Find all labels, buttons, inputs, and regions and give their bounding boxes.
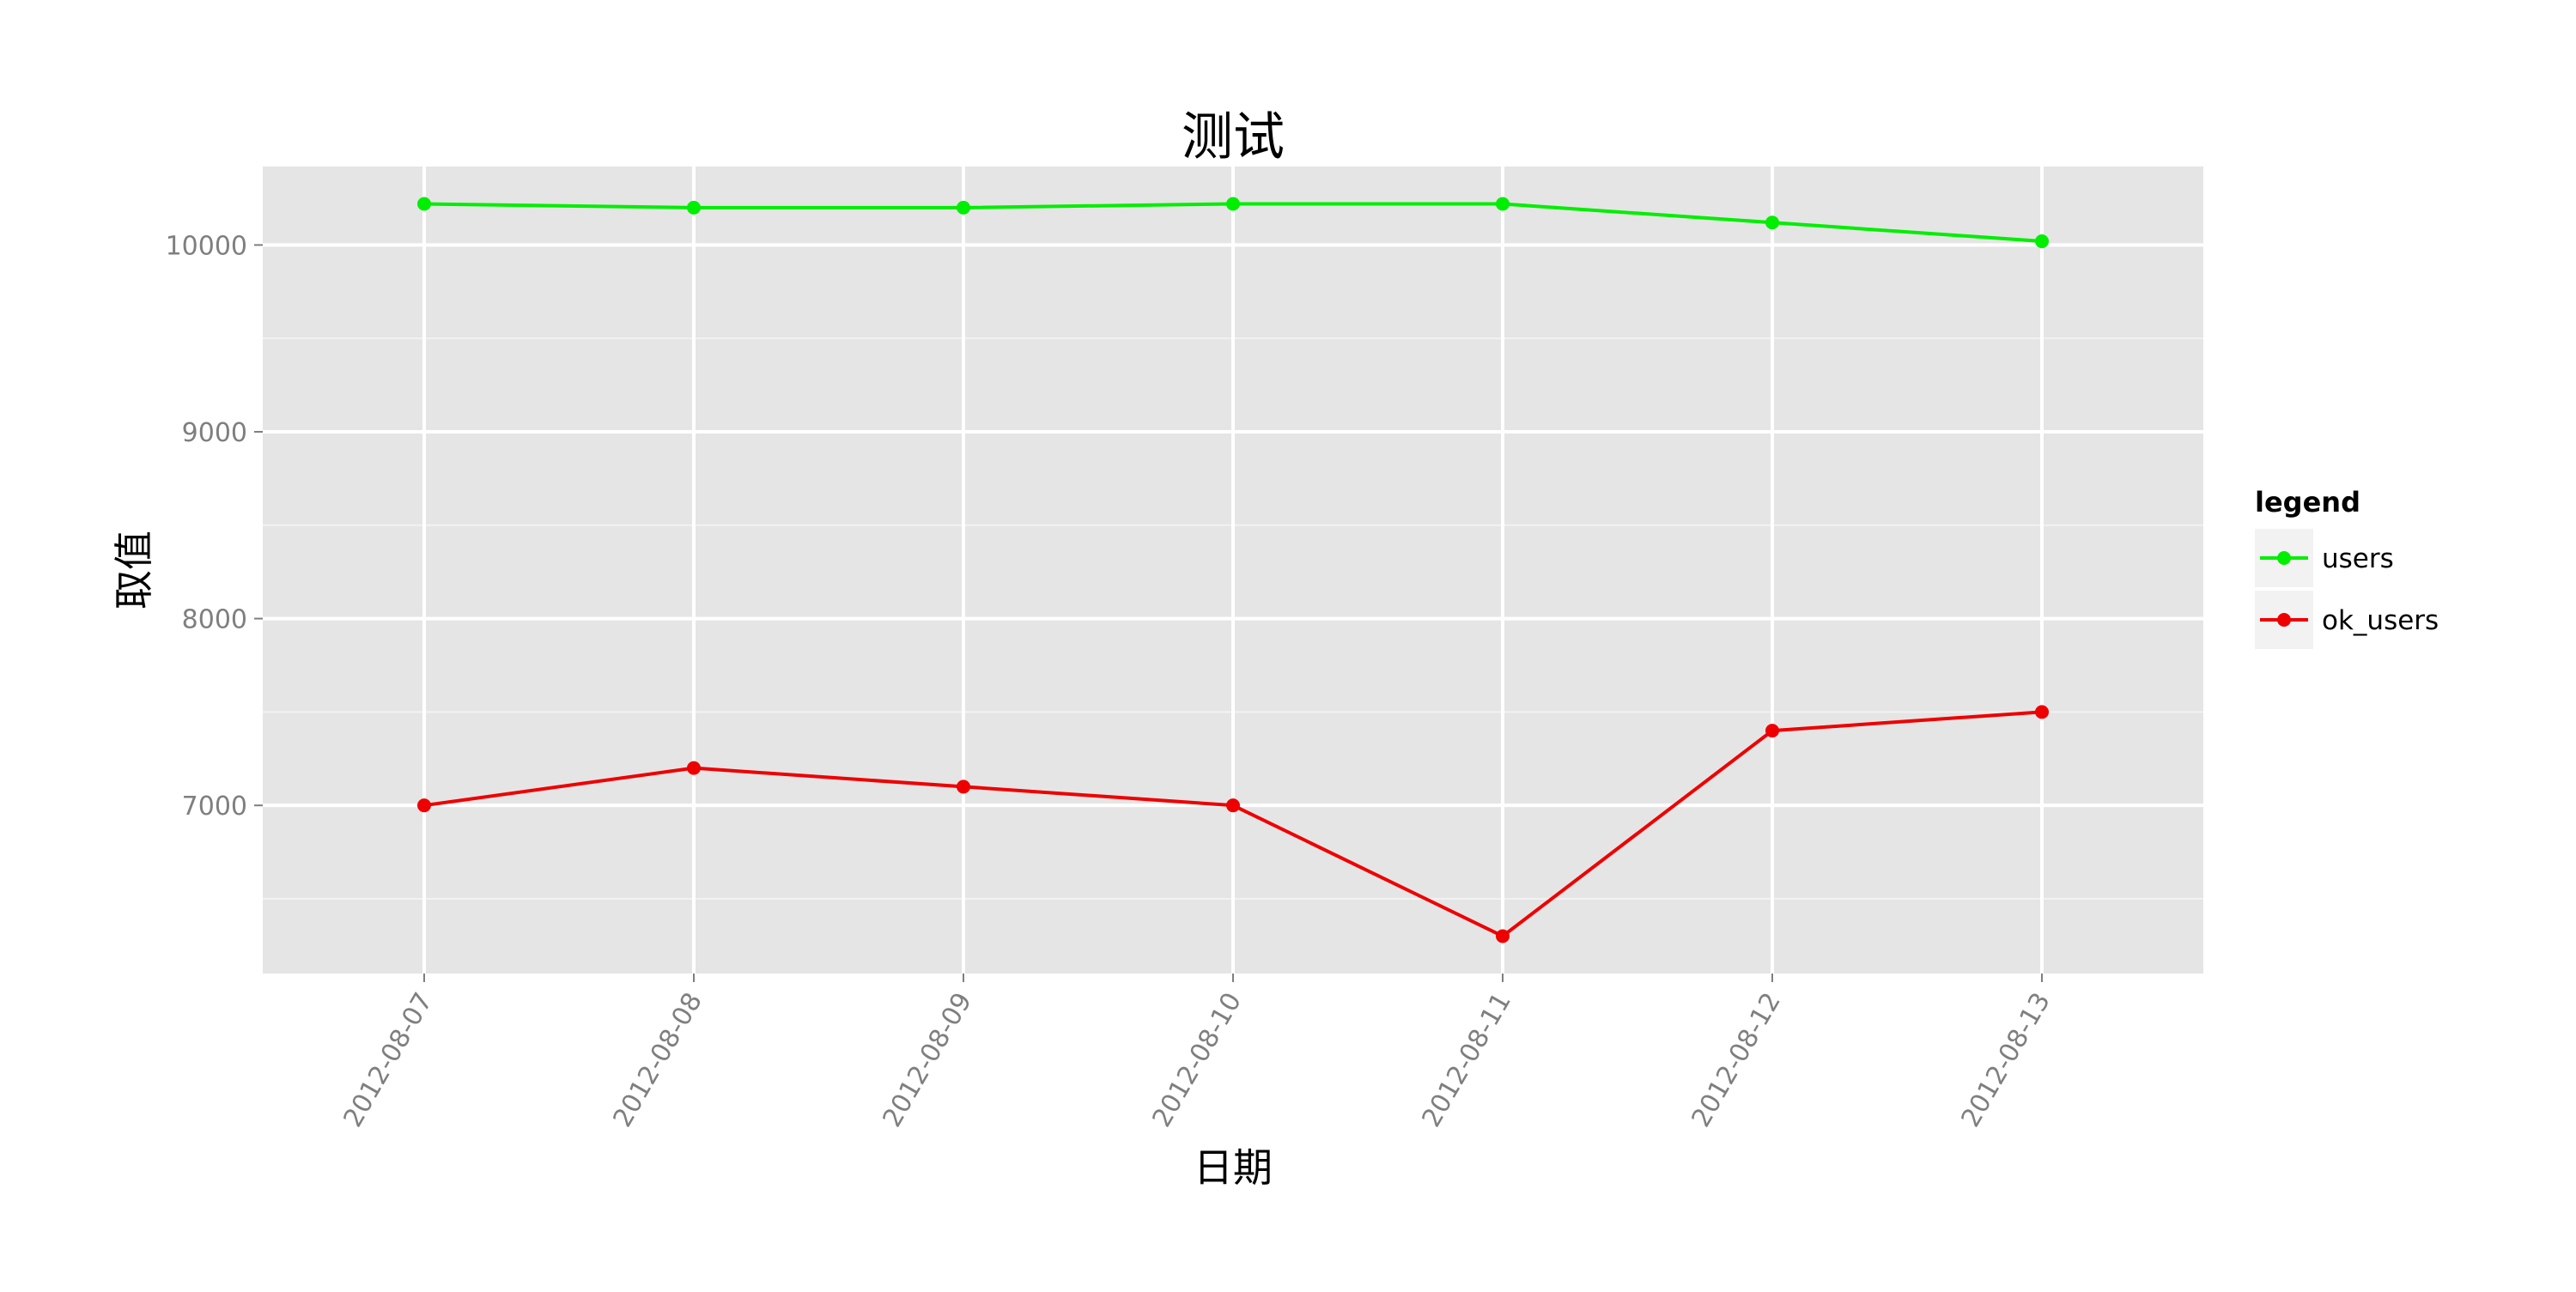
x-tick-label: 2012-08-07 bbox=[337, 988, 438, 1132]
data-point bbox=[2035, 234, 2049, 249]
x-tick-label: 2012-08-13 bbox=[1955, 988, 2056, 1132]
major-gridlines bbox=[263, 167, 2203, 974]
legend-title: legend bbox=[2255, 486, 2360, 519]
x-tick-label: 2012-08-11 bbox=[1416, 988, 1516, 1132]
data-point bbox=[1496, 197, 1510, 211]
chart-title: 测试 bbox=[1182, 107, 1285, 167]
data-point bbox=[1765, 724, 1779, 738]
y-axis-title: 取值 bbox=[111, 531, 157, 610]
series-layer bbox=[417, 197, 2049, 943]
data-point bbox=[2035, 705, 2049, 719]
legend-key-point bbox=[2277, 613, 2291, 627]
legend-item-users: users bbox=[2255, 529, 2394, 587]
x-tick-label: 2012-08-08 bbox=[607, 988, 708, 1132]
legend-key-point bbox=[2277, 551, 2291, 565]
data-point bbox=[957, 779, 970, 794]
legend-label: ok_users bbox=[2322, 605, 2439, 636]
data-point bbox=[1765, 215, 1779, 230]
data-point bbox=[1226, 197, 1240, 211]
data-point bbox=[1496, 929, 1510, 943]
series-ok_users bbox=[417, 705, 2049, 943]
x-tick-label: 2012-08-09 bbox=[877, 988, 977, 1132]
data-point bbox=[1226, 798, 1240, 813]
data-point bbox=[417, 798, 431, 813]
series-users bbox=[417, 197, 2049, 249]
x-axis: 2012-08-07 2012-08-08 2012-08-09 2012-08-10… bbox=[337, 974, 2057, 1132]
legend-item-ok_users: ok_users bbox=[2255, 591, 2439, 649]
legend-label: users bbox=[2322, 543, 2394, 574]
y-axis: 7000 8000 9000 10000 bbox=[166, 231, 263, 822]
y-tick-label: 7000 bbox=[182, 792, 247, 822]
data-point bbox=[687, 761, 701, 775]
legend-items: users ok_users bbox=[2255, 529, 2439, 649]
legend: legend users ok_users bbox=[2255, 486, 2439, 649]
x-axis-title: 日期 bbox=[1194, 1144, 1273, 1191]
y-tick-label: 10000 bbox=[166, 231, 247, 261]
y-tick-label: 8000 bbox=[182, 605, 247, 635]
y-tick-label: 9000 bbox=[182, 418, 247, 448]
x-tick-label: 2012-08-12 bbox=[1686, 988, 1786, 1132]
x-tick-label: 2012-08-10 bbox=[1146, 988, 1247, 1132]
data-point bbox=[957, 200, 970, 215]
data-point bbox=[687, 200, 701, 215]
data-point bbox=[417, 197, 431, 211]
